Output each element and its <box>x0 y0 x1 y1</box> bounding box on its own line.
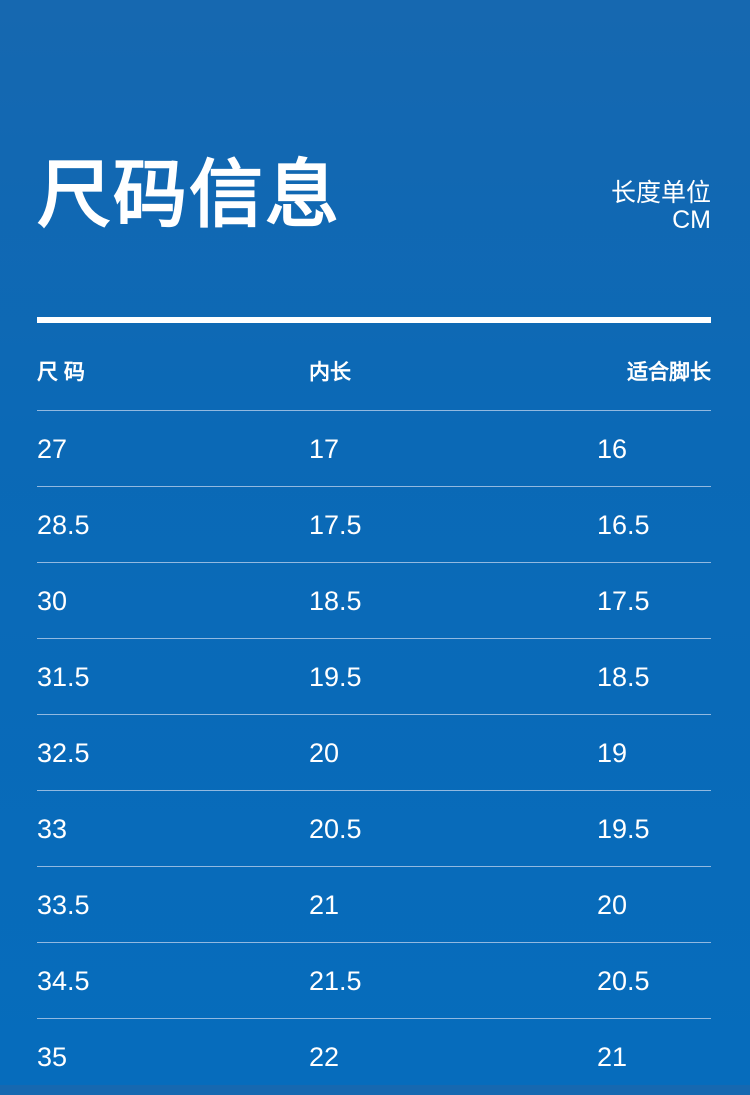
unit-label: 长度单位 <box>610 179 711 207</box>
cell-size: 32.5 <box>37 738 90 768</box>
cell-foot-length: 16 <box>597 434 628 464</box>
cell-inner-length: 22 <box>309 1042 340 1072</box>
cell-foot-length: 18.5 <box>597 662 650 692</box>
cell-size: 31.5 <box>37 662 90 692</box>
cell-size: 27 <box>37 434 68 464</box>
cell-foot-length: 20 <box>597 890 628 920</box>
header-inner-length: 内长 <box>309 361 351 384</box>
cell-inner-length: 17.5 <box>309 510 362 540</box>
cell-inner-length: 17 <box>309 434 340 464</box>
divider <box>37 317 711 323</box>
cell-foot-length: 17.5 <box>597 586 650 616</box>
cell-foot-length: 20.5 <box>597 966 650 996</box>
cell-size: 35 <box>37 1042 68 1072</box>
cell-foot-length: 19 <box>597 738 628 768</box>
cell-size: 33 <box>37 814 68 844</box>
table-row: 35 22 21 <box>37 1018 711 1095</box>
table-row: 30 18.5 17.5 <box>37 562 711 639</box>
cell-size: 34.5 <box>37 966 90 996</box>
table-row: 27 17 16 <box>37 410 711 487</box>
unit-note: 长度单位 CM <box>611 180 711 234</box>
cell-inner-length: 20.5 <box>309 814 362 844</box>
table-header: 尺 码 内长 适合脚长 <box>37 356 711 386</box>
cell-size: 33.5 <box>37 890 90 920</box>
table-row: 28.5 17.5 16.5 <box>37 486 711 563</box>
cell-foot-length: 21 <box>597 1042 628 1072</box>
table-row: 33 20.5 19.5 <box>37 790 711 867</box>
cell-size: 28.5 <box>37 510 90 540</box>
unit-value: CM <box>672 206 711 234</box>
cell-foot-length: 19.5 <box>597 814 650 844</box>
page-title: 尺码信息 <box>37 153 341 236</box>
table-row: 32.5 20 19 <box>37 714 711 791</box>
cell-size: 30 <box>37 586 68 616</box>
cell-inner-length: 21 <box>309 890 340 920</box>
cell-inner-length: 20 <box>309 738 340 768</box>
cell-inner-length: 19.5 <box>309 662 362 692</box>
cell-foot-length: 16.5 <box>597 510 650 540</box>
header-size: 尺 码 <box>37 361 85 384</box>
header-foot-length: 适合脚长 <box>627 361 711 384</box>
table-row: 33.5 21 20 <box>37 866 711 943</box>
table-row: 31.5 19.5 18.5 <box>37 638 711 715</box>
cell-inner-length: 18.5 <box>309 586 362 616</box>
table-row: 34.5 21.5 20.5 <box>37 942 711 1019</box>
cell-inner-length: 21.5 <box>309 966 362 996</box>
